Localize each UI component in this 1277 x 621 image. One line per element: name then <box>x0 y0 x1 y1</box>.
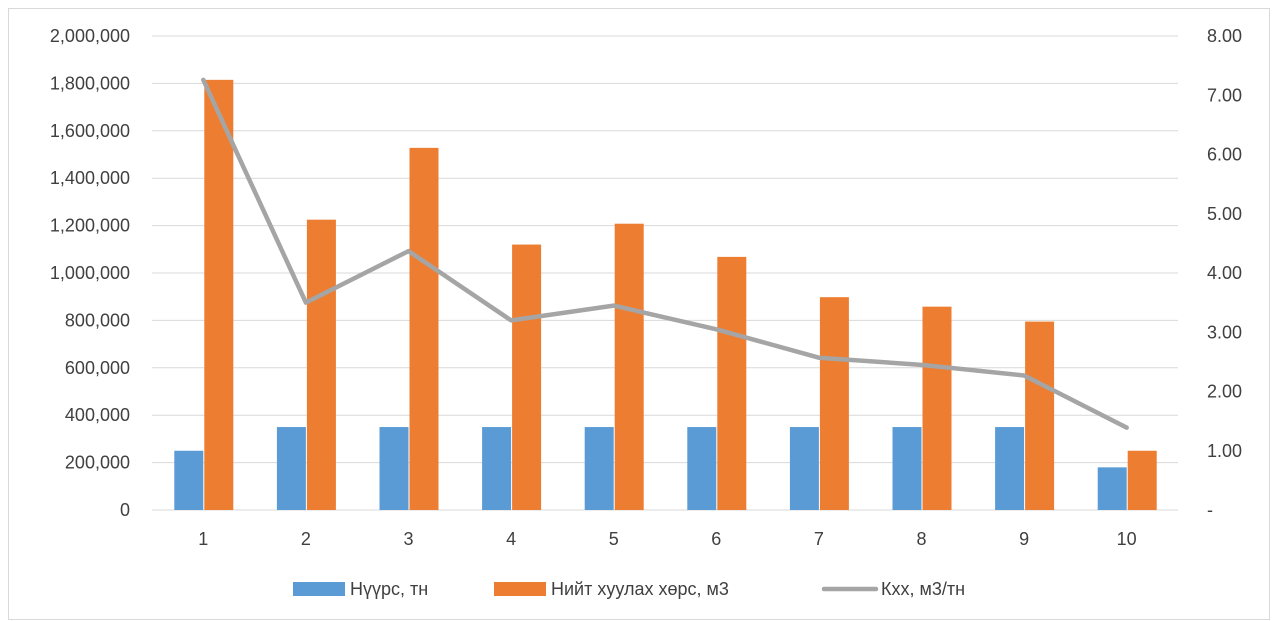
left-tick-label: 1,400,000 <box>50 168 130 188</box>
left-tick-label: 600,000 <box>65 358 130 378</box>
line-series-path <box>201 77 1129 430</box>
bar <box>482 427 512 510</box>
x-tick-label: 6 <box>711 529 721 549</box>
right-tick-label: 3.00 <box>1207 322 1242 342</box>
right-tick-label: 4.00 <box>1207 263 1242 283</box>
legend-swatch <box>494 582 546 596</box>
bar <box>892 427 922 510</box>
bar <box>409 147 439 510</box>
bar <box>1127 450 1157 510</box>
bar <box>174 450 204 510</box>
x-tick-label: 9 <box>1019 529 1029 549</box>
left-tick-label: 0 <box>120 500 130 520</box>
bar <box>379 427 409 510</box>
left-tick-label: 2,000,000 <box>50 26 130 46</box>
x-tick-label: 5 <box>609 529 619 549</box>
x-tick-label: 2 <box>301 529 311 549</box>
right-tick-label: 5.00 <box>1207 204 1242 224</box>
bar <box>512 244 542 510</box>
legend-label: Кхх, м3/тн <box>881 579 965 599</box>
legend: Нүүрс, тн Нийт хуулах хөрс, м3 Кхх, м3/тн <box>293 579 965 599</box>
left-tick-label: 200,000 <box>65 453 130 473</box>
right-tick-label: 8.00 <box>1207 26 1242 46</box>
bar <box>584 427 614 510</box>
legend-label: Нүүрс, тн <box>350 579 428 599</box>
x-tick-label: 1 <box>198 529 208 549</box>
x-tick-label: 3 <box>403 529 413 549</box>
bar <box>922 306 952 510</box>
x-tick-label: 8 <box>916 529 926 549</box>
left-tick-label: 1,200,000 <box>50 216 130 236</box>
bar <box>306 219 336 511</box>
left-tick-label: 1,600,000 <box>50 121 130 141</box>
x-axis-ticks: 1 2 3 4 5 6 7 8 9 10 <box>198 529 1136 549</box>
right-tick-label: 2.00 <box>1207 382 1242 402</box>
legend-label: Нийт хуулах хөрс, м3 <box>551 579 729 599</box>
bar <box>614 223 644 511</box>
left-tick-label: 800,000 <box>65 310 130 330</box>
left-axis-ticks: 0 200,000 400,000 600,000 800,000 1,000,000 1,… <box>50 26 130 520</box>
bar <box>789 427 819 510</box>
bar <box>819 297 849 510</box>
bar <box>276 427 306 510</box>
x-tick-label: 10 <box>1117 529 1137 549</box>
bar <box>687 427 717 510</box>
bar <box>1097 467 1127 510</box>
right-tick-label: 1.00 <box>1207 441 1242 461</box>
bar-series <box>174 79 1157 511</box>
line-series <box>201 77 1129 430</box>
left-tick-label: 1,000,000 <box>50 263 130 283</box>
left-tick-label: 400,000 <box>65 405 130 425</box>
bar <box>204 79 234 510</box>
x-tick-label: 4 <box>506 529 516 549</box>
x-tick-label: 7 <box>814 529 824 549</box>
legend-swatch <box>293 582 345 596</box>
left-tick-label: 1,800,000 <box>50 73 130 93</box>
right-tick-label: 6.00 <box>1207 145 1242 165</box>
bar <box>995 427 1025 510</box>
right-tick-label: - <box>1207 500 1213 520</box>
bar <box>1025 321 1055 510</box>
right-axis-ticks: - 1.00 2.00 3.00 4.00 5.00 6.00 7.00 8.00 <box>1207 26 1242 520</box>
right-tick-label: 7.00 <box>1207 85 1242 105</box>
bar <box>717 256 747 510</box>
